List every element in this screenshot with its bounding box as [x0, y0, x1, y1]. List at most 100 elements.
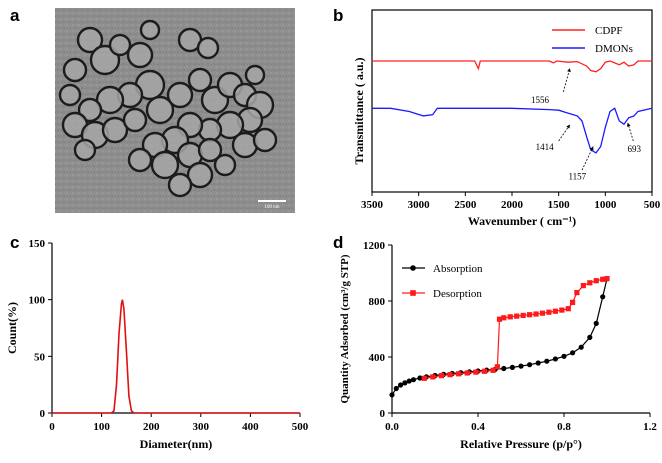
nanoparticle — [150, 150, 180, 180]
data-point-absorption — [393, 385, 399, 392]
x-axis-label: Wavenumber ( cm⁻¹) — [468, 214, 576, 228]
data-point-desorption — [421, 375, 427, 381]
series-line-dmons — [372, 107, 653, 154]
annotation-arrowhead — [567, 68, 571, 73]
data-point-desorption — [520, 312, 526, 319]
data-point-absorption — [398, 382, 404, 388]
nanoparticle — [89, 44, 121, 76]
data-point-desorption — [507, 314, 513, 320]
data-point-absorption — [406, 378, 412, 384]
y-tick-label: 800 — [369, 296, 386, 308]
annotation-arrow — [562, 68, 571, 93]
data-point-desorption — [447, 372, 453, 378]
data-point-desorption — [539, 310, 546, 316]
series-line-cdpf — [372, 60, 652, 73]
data-point-desorption — [587, 280, 593, 286]
y-tick-label: 100 — [29, 295, 46, 307]
nanoparticle — [187, 67, 213, 93]
data-point-desorption — [580, 283, 586, 289]
data-point-absorption — [417, 375, 423, 381]
y-axis-label: Count(%) — [5, 302, 19, 354]
x-tick-label: 500 — [644, 199, 661, 211]
y-tick-label: 150 — [29, 238, 46, 250]
panel-label-c: c — [10, 233, 20, 252]
nanoparticle — [197, 137, 223, 163]
y-tick-label: 0 — [380, 408, 386, 420]
x-tick-label: 2000 — [501, 199, 524, 211]
data-point-desorption — [456, 371, 462, 377]
data-point-absorption — [587, 334, 593, 340]
data-point-absorption — [410, 377, 417, 383]
x-tick-label: 1000 — [594, 199, 617, 211]
data-point-desorption — [574, 290, 580, 296]
nanoparticle — [166, 81, 194, 109]
data-point-desorption — [565, 306, 571, 312]
data-point-absorption — [527, 362, 533, 368]
y-tick-label: 1200 — [363, 240, 386, 252]
x-tick-label: 3000 — [408, 199, 431, 211]
peak-annotation: 1414 — [536, 142, 555, 152]
data-point-desorption — [438, 373, 445, 379]
data-point-desorption — [496, 316, 503, 322]
x-axis-label: Diameter(nm) — [140, 437, 213, 451]
nanoparticle — [139, 19, 161, 41]
x-tick-label: 0 — [49, 421, 55, 433]
x-tick-label: 0.4 — [471, 421, 485, 433]
x-tick-label: 1.2 — [643, 421, 657, 433]
x-tick-label: 400 — [242, 421, 259, 433]
panel-label-b: b — [333, 6, 344, 25]
data-point-absorption — [552, 356, 559, 362]
nanoparticle — [58, 83, 82, 107]
y-tick-label: 400 — [369, 352, 386, 364]
data-point-absorption — [501, 365, 507, 372]
data-point-absorption — [389, 392, 395, 398]
annotation-arrowhead — [626, 122, 631, 127]
x-tick-label: 200 — [143, 421, 160, 433]
data-point-absorption — [544, 358, 550, 364]
nanoparticle — [186, 161, 214, 189]
peak-annotation: 1556 — [531, 95, 550, 105]
nanoparticle — [213, 153, 237, 177]
data-point-desorption — [514, 313, 520, 319]
y-axis-label: Transmittance ( a.u.) — [352, 57, 366, 164]
data-point-desorption — [533, 311, 539, 317]
data-point-desorption — [501, 315, 507, 321]
x-tick-label: 0.8 — [557, 421, 571, 433]
nanoparticle — [167, 172, 193, 198]
data-point-absorption — [509, 364, 515, 370]
data-point-desorption — [494, 364, 500, 370]
nanoparticle — [101, 116, 129, 144]
y-tick-label: 50 — [34, 351, 46, 363]
data-point-desorption — [473, 369, 479, 375]
annotation-arrowhead — [566, 124, 570, 129]
data-point-absorption — [535, 360, 541, 366]
y-tick-label: 0 — [40, 408, 46, 420]
nanoparticle — [126, 41, 154, 69]
nanoparticle — [196, 36, 220, 60]
data-point-absorption — [402, 380, 408, 386]
data-point-absorption — [600, 294, 606, 300]
tem-scale-bar — [258, 200, 286, 202]
data-point-desorption — [527, 312, 533, 318]
legend-label-absorption: Absorption — [433, 263, 483, 275]
legend-label-desorption: Desorption — [433, 288, 482, 300]
legend-label-dmons: DMONs — [595, 43, 633, 55]
nanoparticle — [76, 26, 104, 54]
data-point-desorption — [604, 276, 610, 282]
data-point-absorption — [578, 344, 584, 350]
nanoparticle — [145, 95, 175, 125]
legend-marker-absorption — [410, 265, 416, 271]
x-tick-label: 2500 — [454, 199, 477, 211]
nanoparticle — [122, 107, 148, 133]
y-axis-label: Quantity Adsorbed (cm³/g STP) — [339, 254, 351, 403]
x-tick-label: 100 — [93, 421, 110, 433]
data-point-desorption — [559, 307, 565, 313]
annotation-arrowhead — [589, 146, 594, 151]
data-point-desorption — [570, 299, 576, 305]
x-axis-label: Relative Pressure (p/p°) — [460, 437, 582, 451]
data-point-desorption — [546, 309, 552, 315]
x-tick-label: 0.0 — [385, 421, 399, 433]
panel-label-d: d — [333, 233, 344, 252]
peak-annotation: 693 — [628, 144, 642, 154]
